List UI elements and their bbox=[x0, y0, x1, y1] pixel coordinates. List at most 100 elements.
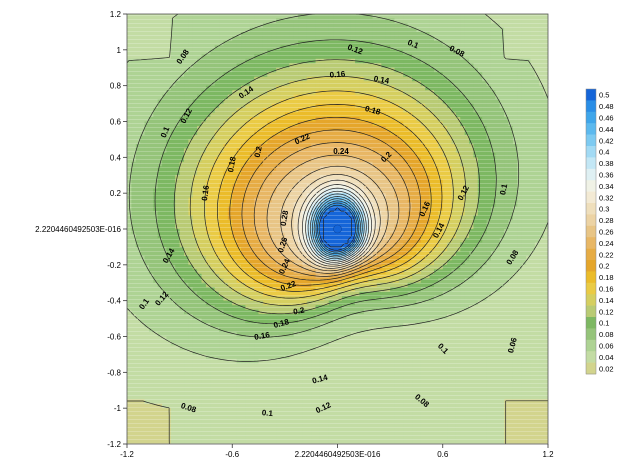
contour-label: 0.14 bbox=[311, 373, 329, 386]
colorbar-swatch bbox=[586, 214, 596, 227]
contour-line bbox=[309, 193, 365, 260]
colorbar-label: 0.3 bbox=[599, 205, 609, 214]
contour-lines bbox=[127, 14, 548, 444]
y-tick-label: -0.2 bbox=[107, 261, 121, 270]
colorbar-swatch bbox=[586, 157, 596, 170]
contour-line bbox=[315, 200, 360, 255]
contour-line bbox=[127, 400, 548, 444]
colorbar-swatch bbox=[586, 362, 596, 375]
x-tick-label: -1.2 bbox=[120, 450, 134, 459]
colorbar-swatch bbox=[586, 111, 596, 124]
contour-label: 0.18 bbox=[226, 155, 238, 172]
colorbar-label: 0.04 bbox=[599, 353, 614, 362]
colorbar-label: 0.14 bbox=[599, 296, 614, 305]
y-tick-label: 0.2 bbox=[110, 189, 122, 198]
y-tick-label: -0.4 bbox=[107, 297, 121, 306]
colorbar-label: 0.4 bbox=[599, 148, 609, 157]
colorbar-swatch bbox=[586, 191, 596, 204]
contour-label: 0.18 bbox=[273, 317, 291, 330]
contour-line bbox=[302, 184, 373, 265]
contour-line bbox=[280, 165, 389, 272]
peak-marker bbox=[333, 224, 342, 234]
colorbar-swatch bbox=[586, 294, 596, 306]
contour-line bbox=[189, 75, 466, 306]
contour-line bbox=[217, 104, 443, 292]
colorbar-label: 0.02 bbox=[599, 364, 614, 373]
contour-label: 0.18 bbox=[364, 104, 382, 117]
colorbar-label: 0.28 bbox=[599, 216, 614, 225]
colorbar-label: 0.06 bbox=[599, 342, 614, 351]
contour-label: 0.16 bbox=[254, 330, 271, 342]
colorbar-label: 0.42 bbox=[599, 136, 614, 145]
colorbar-swatch bbox=[586, 248, 596, 261]
colorbar-label: 0.24 bbox=[599, 239, 614, 248]
x-tick-label: 2.2204460492503E-016 bbox=[295, 450, 381, 459]
contour-label: 0.2 bbox=[253, 145, 264, 158]
contour-label: 0.14 bbox=[373, 74, 390, 86]
contour-line bbox=[241, 129, 421, 281]
contour-line bbox=[318, 204, 357, 251]
y-tick-label: 0.6 bbox=[110, 118, 122, 127]
contour-line bbox=[297, 179, 376, 267]
contour-label: 0.1 bbox=[406, 38, 420, 51]
colorbar-label: 0.12 bbox=[599, 307, 614, 316]
contour-label: 0.06 bbox=[506, 336, 519, 354]
contour-line bbox=[127, 14, 548, 362]
y-tick-label: -1 bbox=[114, 404, 122, 413]
contour-label: 0.16 bbox=[329, 69, 346, 79]
y-tick-label: -1.2 bbox=[107, 440, 121, 449]
x-tick-label: 0.6 bbox=[437, 450, 449, 459]
colorbar-label: 0.36 bbox=[599, 171, 614, 180]
contour-line bbox=[229, 116, 432, 286]
colorbar-label: 0.26 bbox=[599, 228, 614, 237]
contour-label: 0.24 bbox=[333, 147, 349, 156]
y-tick-label: 0.8 bbox=[110, 82, 122, 91]
colorbar-swatch bbox=[586, 237, 596, 249]
colorbar-swatch bbox=[586, 146, 596, 158]
contour-line bbox=[266, 154, 400, 274]
colorbar-swatch bbox=[586, 100, 596, 113]
contour-line bbox=[154, 39, 497, 325]
colorbar-frame bbox=[585, 88, 597, 375]
colorbar-swatch bbox=[586, 225, 596, 238]
contour-line bbox=[128, 14, 520, 338]
y-tick-label: 0.4 bbox=[110, 153, 122, 162]
colorbar-label: 0.22 bbox=[599, 250, 614, 259]
colorbar-swatch bbox=[586, 89, 596, 101]
colorbar-swatch bbox=[586, 134, 596, 147]
contour-line bbox=[305, 187, 370, 263]
colorbar-label: 0.34 bbox=[599, 182, 614, 191]
colorbar-label: 0.2 bbox=[599, 262, 609, 271]
colorbar-swatch bbox=[586, 203, 596, 215]
contour-line bbox=[317, 202, 358, 253]
colorbar-label: 0.16 bbox=[599, 285, 614, 294]
colorbar-label: 0.44 bbox=[599, 125, 614, 134]
contour-line bbox=[253, 142, 411, 277]
colorbar-label: 0.08 bbox=[599, 330, 614, 339]
x-tick-label: -0.6 bbox=[225, 450, 239, 459]
contour-label: 0.2 bbox=[293, 306, 306, 317]
contour-labels: 0.08 0.12 0.1 0.080.16 0.140.140.120.10.180.… bbox=[137, 38, 520, 418]
colorbar-swatch bbox=[586, 305, 596, 318]
contour-line bbox=[313, 198, 361, 256]
colorbar-label: 0.1 bbox=[599, 319, 609, 328]
colorbar-label: 0.46 bbox=[599, 114, 614, 123]
colorbar-swatch bbox=[586, 351, 596, 363]
contour-fill bbox=[127, 14, 548, 444]
plot-axes: -1.2 -0.6 2.2204460492503E-016 0.6 1.2 1.2 1 0.… bbox=[35, 10, 554, 459]
colorbar-label: 0.38 bbox=[599, 159, 614, 168]
contour-line bbox=[291, 173, 381, 269]
colorbar-label: 0.5 bbox=[599, 91, 609, 100]
contour-label: 0.28 bbox=[279, 209, 291, 226]
colorbar-swatch bbox=[586, 282, 596, 295]
colorbar-swatch bbox=[586, 260, 596, 272]
colorbar: 0.5 0.48 0.46 0.44 0.42 0.4 0.38 0.36 0.34 0.32 0.… bbox=[585, 88, 614, 375]
contour-line bbox=[323, 207, 352, 248]
contour-label: 0.1 bbox=[159, 125, 172, 139]
contour-label: 0.1 bbox=[498, 183, 509, 196]
contour-line bbox=[311, 196, 363, 258]
y-tick-label: 1.2 bbox=[110, 10, 122, 19]
colorbar-label: 0.32 bbox=[599, 193, 614, 202]
colorbar-label: 0.48 bbox=[599, 102, 614, 111]
